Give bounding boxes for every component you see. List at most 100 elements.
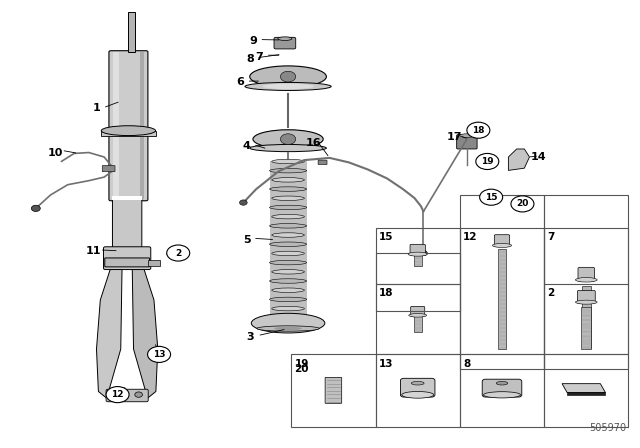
FancyBboxPatch shape — [102, 165, 115, 172]
Ellipse shape — [492, 243, 511, 247]
Ellipse shape — [269, 315, 307, 320]
Ellipse shape — [250, 66, 326, 87]
Text: 9: 9 — [249, 36, 257, 46]
Text: 19: 19 — [294, 359, 309, 369]
Bar — [376, 228, 460, 284]
Bar — [414, 253, 422, 266]
FancyBboxPatch shape — [577, 291, 595, 303]
Ellipse shape — [269, 205, 307, 210]
Text: 2: 2 — [547, 288, 555, 298]
Bar — [544, 353, 628, 427]
Ellipse shape — [272, 159, 305, 164]
Circle shape — [280, 71, 296, 82]
Ellipse shape — [272, 270, 305, 274]
Text: 7: 7 — [255, 52, 263, 61]
Text: 20: 20 — [516, 199, 529, 208]
Text: 505970: 505970 — [589, 423, 627, 433]
FancyBboxPatch shape — [104, 247, 151, 270]
Circle shape — [467, 122, 490, 138]
Circle shape — [106, 387, 129, 403]
Bar — [376, 284, 460, 353]
Bar — [460, 195, 544, 369]
Ellipse shape — [408, 252, 428, 256]
Ellipse shape — [269, 260, 307, 265]
Circle shape — [476, 153, 499, 169]
Text: 11: 11 — [86, 246, 101, 256]
Bar — [581, 306, 591, 349]
Bar — [497, 249, 506, 349]
Polygon shape — [508, 149, 529, 170]
FancyBboxPatch shape — [457, 135, 477, 149]
Text: 15: 15 — [485, 193, 497, 202]
Ellipse shape — [269, 297, 307, 302]
Text: 8: 8 — [246, 54, 253, 64]
FancyBboxPatch shape — [113, 198, 142, 263]
Ellipse shape — [101, 126, 156, 136]
Ellipse shape — [272, 251, 305, 256]
Circle shape — [112, 392, 120, 397]
Bar — [544, 195, 628, 369]
Bar — [148, 260, 161, 266]
Ellipse shape — [269, 168, 307, 173]
Ellipse shape — [257, 326, 319, 331]
Bar — [376, 253, 460, 311]
Bar — [101, 131, 156, 137]
Text: 13: 13 — [379, 359, 393, 369]
FancyBboxPatch shape — [578, 267, 595, 281]
Text: 12: 12 — [111, 390, 124, 399]
Ellipse shape — [402, 392, 434, 398]
Bar — [460, 228, 544, 353]
Bar — [291, 353, 376, 427]
FancyBboxPatch shape — [410, 244, 426, 255]
Circle shape — [420, 250, 428, 256]
Circle shape — [239, 200, 247, 205]
Ellipse shape — [575, 278, 597, 282]
Bar — [460, 353, 544, 427]
Ellipse shape — [272, 233, 305, 237]
Bar — [113, 196, 142, 200]
Polygon shape — [97, 267, 122, 398]
Ellipse shape — [460, 134, 474, 138]
FancyBboxPatch shape — [105, 258, 150, 267]
Ellipse shape — [575, 300, 597, 304]
Polygon shape — [132, 267, 158, 398]
Text: 12: 12 — [463, 232, 477, 242]
Text: 20: 20 — [294, 364, 309, 374]
Circle shape — [167, 245, 189, 261]
Ellipse shape — [272, 196, 305, 201]
Ellipse shape — [269, 224, 307, 228]
Circle shape — [280, 134, 296, 145]
Circle shape — [148, 346, 171, 362]
FancyBboxPatch shape — [411, 306, 425, 316]
Text: 7: 7 — [547, 232, 555, 242]
Text: 3: 3 — [246, 332, 253, 341]
Circle shape — [511, 196, 534, 212]
FancyBboxPatch shape — [318, 160, 327, 164]
Bar — [113, 52, 119, 199]
Ellipse shape — [269, 187, 307, 191]
Text: 16: 16 — [306, 138, 321, 148]
Circle shape — [479, 189, 502, 205]
Text: 1: 1 — [93, 103, 100, 113]
Circle shape — [135, 392, 143, 397]
Bar — [567, 392, 605, 395]
Ellipse shape — [412, 381, 424, 385]
Text: 8: 8 — [463, 359, 470, 369]
Text: 2: 2 — [175, 249, 181, 258]
Ellipse shape — [269, 242, 307, 246]
Bar — [140, 52, 144, 199]
Ellipse shape — [262, 84, 314, 89]
Text: 10: 10 — [47, 147, 63, 158]
Bar — [128, 12, 136, 52]
Ellipse shape — [253, 130, 323, 149]
Text: 4: 4 — [243, 141, 250, 151]
Text: 14: 14 — [531, 152, 546, 162]
Bar — [544, 228, 628, 353]
Bar — [269, 161, 307, 318]
Ellipse shape — [245, 82, 331, 90]
FancyBboxPatch shape — [106, 389, 148, 402]
Text: 5: 5 — [243, 235, 250, 245]
FancyBboxPatch shape — [325, 377, 342, 403]
Ellipse shape — [278, 37, 292, 40]
Text: 13: 13 — [153, 350, 165, 359]
